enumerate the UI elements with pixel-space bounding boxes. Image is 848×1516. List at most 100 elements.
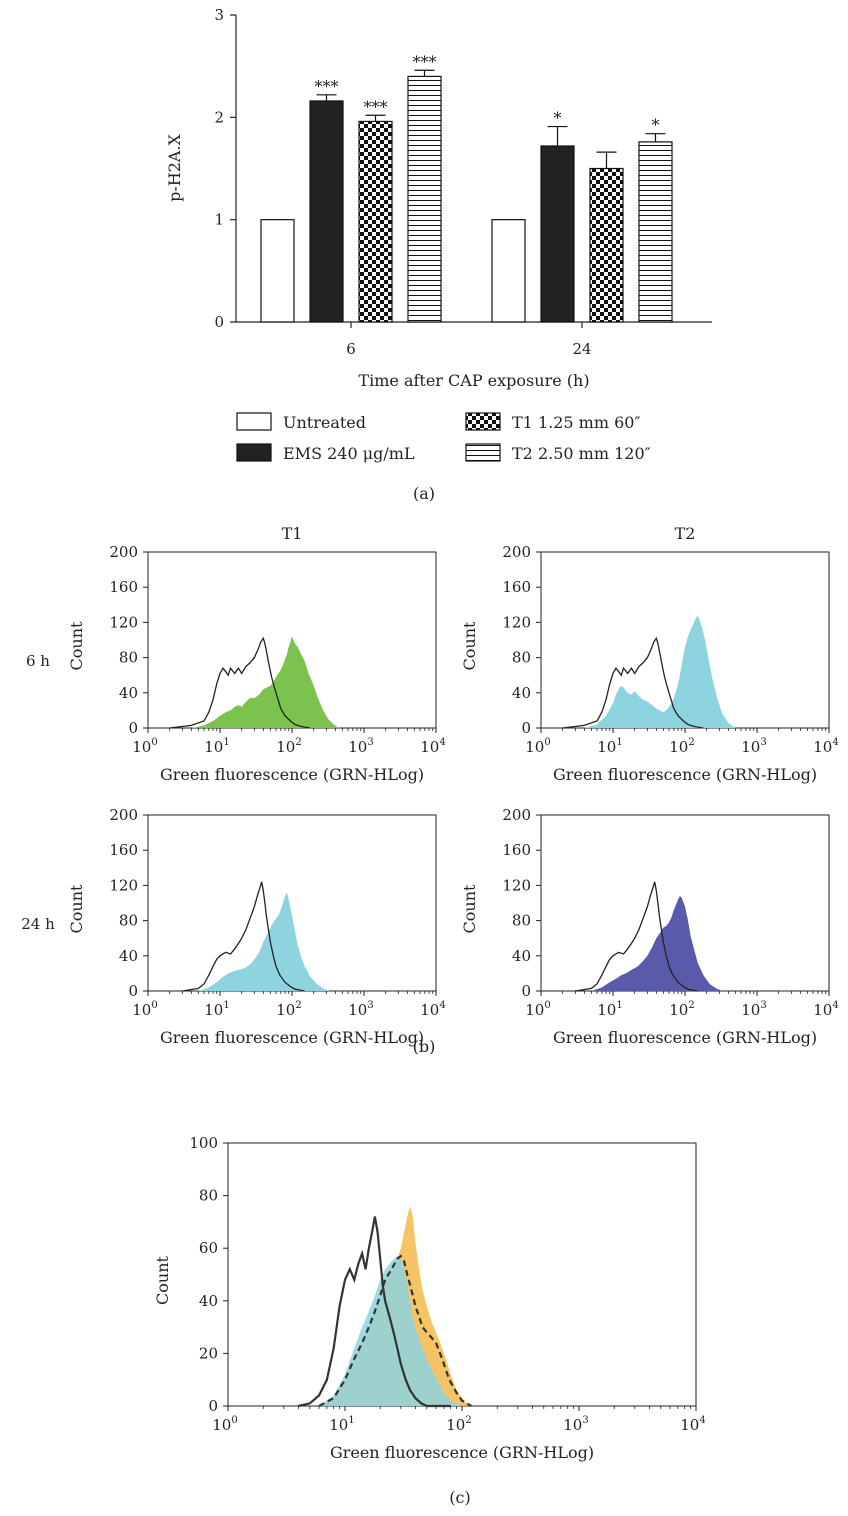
legend-entry: EMS 240 μg/mL — [283, 444, 415, 463]
treated-histogram — [584, 615, 736, 728]
x-tick-label: 101 — [597, 737, 622, 756]
y-tick-label: 160 — [109, 841, 138, 859]
y-tick-label: 0 — [128, 719, 138, 737]
y-tick-label: 80 — [512, 912, 531, 930]
column-title: T1 — [282, 524, 303, 543]
y-axis-title: Count — [67, 884, 86, 933]
y-tick-label: 0 — [128, 982, 138, 1000]
x-tick-label: 104 — [420, 737, 445, 756]
treated-histogram — [191, 636, 339, 728]
legend-entry: T2 2.50 mm 120″ — [512, 444, 651, 463]
y-tick-label: 60 — [199, 1239, 218, 1257]
x-tick-label: 24 — [572, 340, 591, 358]
x-tick-label: 101 — [204, 737, 229, 756]
y-tick-label: 3 — [214, 6, 224, 24]
bar — [309, 100, 344, 323]
histogram-subplot: 0 40 80 120 160 200 100 101 102 103 104 Green fluor… — [460, 806, 839, 1047]
significance-label: *** — [364, 97, 388, 116]
y-tick-label: 120 — [109, 876, 138, 894]
x-tick-label: 103 — [348, 1000, 373, 1019]
y-tick-label: 0 — [521, 719, 531, 737]
x-axis-title: Green fluorescence (GRN-HLog) — [553, 1028, 817, 1047]
control-histogram — [575, 881, 698, 992]
y-tick-label: 160 — [502, 578, 531, 596]
bar — [260, 219, 295, 323]
y-tick-label: 0 — [214, 313, 224, 331]
y-tick-label: 0 — [208, 1397, 218, 1415]
treated-histogram — [591, 896, 723, 991]
bar — [407, 75, 442, 323]
y-tick-label: 20 — [199, 1344, 218, 1362]
histogram-overlay-panel-c: 0 20 40 60 80 100 100 101 102 103 104 Green fluores… — [153, 1134, 706, 1462]
y-tick-label: 120 — [109, 613, 138, 631]
y-axis-title: Count — [67, 621, 86, 670]
y-axis-title: Count — [460, 621, 479, 670]
x-tick-label: 100 — [525, 1000, 550, 1019]
legend-entry: T1 1.25 mm 60″ — [512, 413, 640, 432]
legend-swatch — [465, 412, 501, 431]
outline-histogram — [318, 1254, 472, 1407]
legend-entry: Untreated — [283, 413, 366, 432]
x-tick-label: 103 — [741, 737, 766, 756]
plot-frame — [227, 1142, 697, 1407]
y-tick-label: 100 — [189, 1134, 218, 1152]
filled-histogram — [319, 1256, 462, 1406]
significance-label: *** — [315, 77, 339, 96]
x-tick-label: 104 — [420, 1000, 445, 1019]
x-tick-label: 104 — [813, 1000, 838, 1019]
histogram-subplot: 0 40 80 120 160 200 100 101 102 103 104 Green fluor… — [460, 543, 839, 784]
histogram-subplot: 0 40 80 120 160 200 100 101 102 103 104 Green fluor… — [67, 806, 446, 1047]
bar — [589, 167, 624, 323]
panel-label-b: (b) — [413, 1037, 436, 1056]
x-tick-label: 100 — [212, 1415, 237, 1434]
histogram-grid-panel-b: T1 T2 6 h 24 h 0 40 80 120 160 200 100 101 102 103 104… — [21, 524, 838, 1047]
x-tick-label: 102 — [276, 737, 301, 756]
y-tick-label: 2 — [214, 108, 224, 126]
treated-histogram — [198, 892, 330, 991]
bar — [540, 145, 575, 323]
panel-label-c: (c) — [449, 1488, 470, 1507]
y-tick-label: 0 — [521, 982, 531, 1000]
x-axis-title: Green fluorescence (GRN-HLog) — [160, 765, 424, 784]
x-tick-label: 101 — [329, 1415, 354, 1434]
y-axis-title: p-H2A.X — [165, 133, 184, 201]
outline-histogram — [298, 1216, 451, 1408]
x-tick-label: 101 — [204, 1000, 229, 1019]
x-tick-label: 100 — [525, 737, 550, 756]
bar — [358, 120, 393, 323]
x-tick-label: 104 — [813, 737, 838, 756]
y-tick-label: 80 — [119, 912, 138, 930]
bar-chart-legend: Untreated EMS 240 μg/mL T1 1.25 mm 60″ T2 2… — [236, 412, 651, 463]
bar — [491, 219, 526, 323]
x-axis-title: Green fluorescence (GRN-HLog) — [330, 1443, 594, 1462]
y-tick-label: 200 — [502, 543, 531, 561]
x-tick-label: 103 — [348, 737, 373, 756]
row-label: 24 h — [21, 915, 55, 933]
significance-label: * — [652, 116, 660, 135]
y-tick-label: 200 — [109, 806, 138, 824]
legend-swatch — [236, 412, 272, 431]
significance-label: * — [554, 109, 562, 128]
row-label: 6 h — [26, 652, 50, 670]
x-tick-label: 100 — [132, 1000, 157, 1019]
histogram-subplot: 0 40 80 120 160 200 100 101 102 103 104 Green fluor… — [67, 543, 446, 784]
control-histogram — [562, 636, 704, 729]
significance-label: *** — [413, 52, 437, 71]
y-tick-label: 80 — [199, 1187, 218, 1205]
y-tick-label: 120 — [502, 613, 531, 631]
y-axis-title: Count — [460, 884, 479, 933]
y-tick-label: 160 — [502, 841, 531, 859]
y-axis-title: Count — [153, 1255, 172, 1304]
x-axis-title: Green fluorescence (GRN-HLog) — [160, 1028, 424, 1047]
y-tick-label: 40 — [512, 684, 531, 702]
y-tick-label: 40 — [119, 684, 138, 702]
y-tick-label: 160 — [109, 578, 138, 596]
y-tick-label: 80 — [119, 649, 138, 667]
x-tick-label: 100 — [132, 737, 157, 756]
y-tick-label: 120 — [502, 876, 531, 894]
x-tick-label: 6 — [346, 340, 356, 358]
y-tick-label: 200 — [109, 543, 138, 561]
x-tick-label: 102 — [446, 1415, 471, 1434]
bar — [638, 141, 673, 323]
